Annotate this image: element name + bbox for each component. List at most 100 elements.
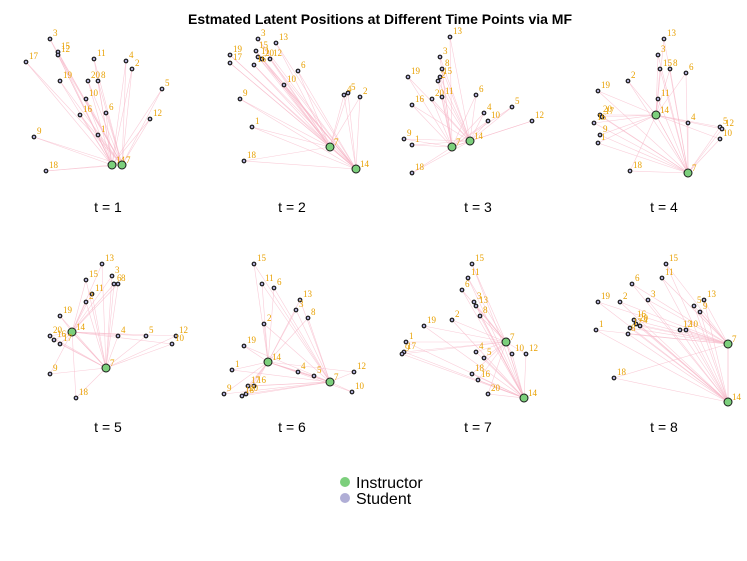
edge bbox=[665, 263, 729, 345]
edge bbox=[25, 61, 113, 166]
edge bbox=[655, 114, 689, 174]
edge bbox=[71, 279, 87, 333]
edge bbox=[595, 329, 729, 345]
point-label: 1 bbox=[415, 134, 420, 144]
student-point bbox=[259, 281, 265, 287]
instructor-point bbox=[107, 160, 117, 170]
point-label: 3 bbox=[261, 28, 266, 38]
edge bbox=[657, 98, 689, 174]
point-label: 3 bbox=[651, 289, 656, 299]
point-label: 6 bbox=[117, 273, 122, 283]
student-point bbox=[253, 48, 259, 54]
instructor-point bbox=[723, 339, 733, 349]
edge bbox=[71, 283, 115, 333]
instructor-point bbox=[447, 142, 457, 152]
point-label: 2 bbox=[89, 291, 94, 301]
point-label: 15 bbox=[443, 66, 453, 76]
student-point bbox=[349, 389, 355, 395]
point-label: 10 bbox=[689, 319, 699, 329]
student-point bbox=[437, 54, 443, 60]
point-label: 3 bbox=[661, 44, 666, 54]
point-label: 3 bbox=[115, 265, 120, 275]
point-label: 19 bbox=[601, 291, 611, 301]
point-label: 6 bbox=[109, 102, 114, 112]
student-point bbox=[429, 96, 435, 102]
student-point bbox=[251, 261, 257, 267]
edge bbox=[685, 329, 729, 403]
student-point bbox=[459, 287, 465, 293]
student-point bbox=[143, 333, 149, 339]
edge bbox=[439, 56, 471, 142]
student-point bbox=[305, 315, 311, 321]
edge bbox=[261, 283, 331, 383]
student-point bbox=[409, 170, 415, 176]
edge bbox=[449, 36, 471, 142]
student-point bbox=[663, 261, 669, 267]
student-point bbox=[595, 299, 601, 305]
student-point bbox=[471, 299, 477, 305]
edge bbox=[105, 343, 173, 369]
student-point bbox=[229, 367, 235, 373]
point-label: 11 bbox=[665, 267, 674, 277]
point-label: 2 bbox=[455, 309, 460, 319]
edge bbox=[475, 341, 507, 353]
point-label: 8 bbox=[483, 305, 488, 315]
point-label: 16 bbox=[637, 309, 647, 319]
student-point bbox=[465, 275, 471, 281]
edge bbox=[679, 329, 729, 345]
point-label: 11 bbox=[95, 283, 104, 293]
edge bbox=[267, 361, 353, 393]
point-label: 6 bbox=[277, 277, 282, 287]
point-label: 10 bbox=[515, 343, 525, 353]
edge bbox=[261, 58, 331, 148]
student-point bbox=[293, 307, 299, 313]
edge bbox=[97, 134, 113, 166]
student-point bbox=[251, 383, 257, 389]
edge bbox=[441, 96, 453, 148]
edge bbox=[669, 68, 689, 174]
student-point bbox=[633, 321, 639, 327]
edge bbox=[71, 331, 77, 399]
point-label: 5 bbox=[149, 325, 154, 335]
point-label: 18 bbox=[247, 150, 257, 160]
student-point bbox=[351, 369, 357, 375]
point-label: 5 bbox=[697, 295, 702, 305]
student-point bbox=[439, 66, 445, 72]
panel-label: t = 2 bbox=[278, 199, 306, 215]
edge bbox=[467, 277, 525, 399]
edge bbox=[431, 98, 453, 148]
student-point bbox=[655, 96, 661, 102]
edge bbox=[253, 64, 357, 170]
edge bbox=[111, 60, 127, 166]
edge bbox=[105, 335, 147, 369]
point-label: 13 bbox=[667, 28, 677, 38]
edge bbox=[231, 361, 269, 371]
point-label: 12 bbox=[273, 48, 282, 58]
point-label: 14 bbox=[474, 131, 484, 141]
point-label: 2 bbox=[623, 291, 628, 301]
point-label: 14 bbox=[528, 388, 538, 398]
edge bbox=[111, 88, 163, 166]
edge bbox=[243, 160, 357, 170]
edge bbox=[693, 305, 729, 403]
student-point bbox=[73, 395, 79, 401]
edge bbox=[411, 140, 471, 174]
point-label: 12 bbox=[725, 118, 734, 128]
student-point bbox=[595, 88, 601, 94]
point-label: 4 bbox=[347, 84, 352, 94]
point-label: 1 bbox=[599, 319, 604, 329]
point-label: 11 bbox=[261, 46, 270, 56]
point-label: 15 bbox=[89, 269, 99, 279]
edge bbox=[467, 277, 507, 343]
edge bbox=[505, 341, 525, 399]
student-point bbox=[591, 120, 597, 126]
point-label: 11 bbox=[265, 273, 274, 283]
edge bbox=[239, 98, 357, 170]
student-point bbox=[697, 309, 703, 315]
point-label: 17 bbox=[29, 51, 39, 61]
edge bbox=[699, 311, 729, 403]
